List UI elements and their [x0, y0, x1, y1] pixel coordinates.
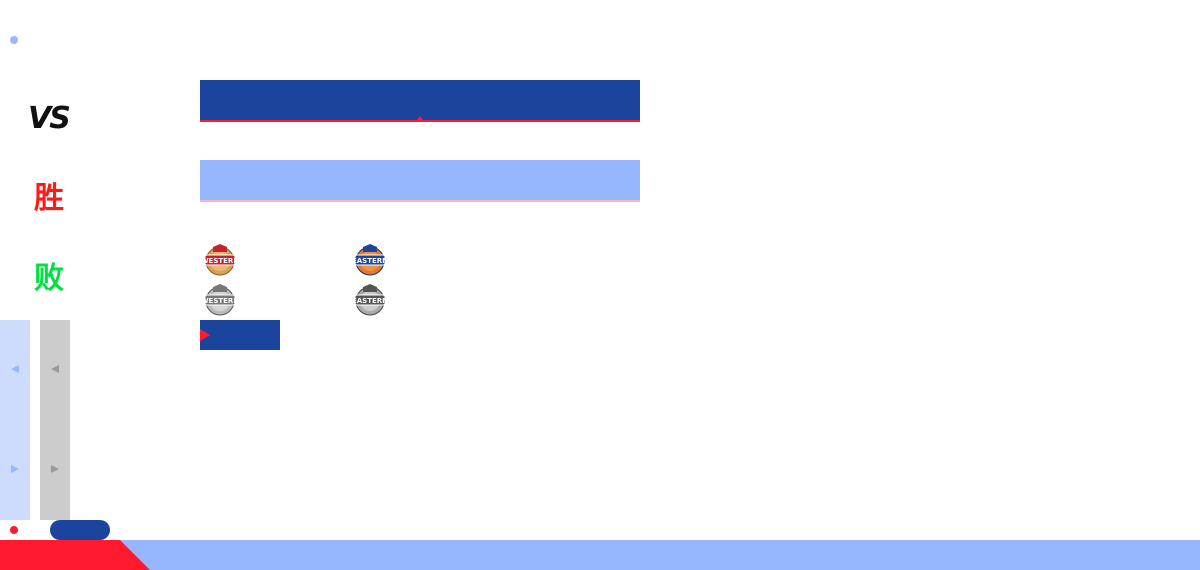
svg-text:WESTERN: WESTERN: [204, 297, 236, 305]
svg-text:EASTERN: EASTERN: [354, 297, 386, 305]
svg-text:WESTERN: WESTERN: [204, 257, 236, 265]
primary-header-bar: [200, 80, 640, 120]
scroll-down-icon[interactable]: [51, 465, 59, 473]
secondary-header-bar: [200, 160, 640, 200]
scroll-strip-gray[interactable]: [40, 320, 70, 520]
indicator-dot: [10, 36, 18, 44]
svg-text:EASTERN: EASTERN: [354, 257, 386, 265]
status-dot: [10, 526, 18, 534]
eastern-conference-logo: EASTERN: [354, 244, 386, 276]
scroll-up-icon[interactable]: [51, 365, 59, 373]
primary-header-underline: [200, 120, 640, 122]
scroll-up-icon[interactable]: [11, 365, 19, 373]
play-button[interactable]: [200, 320, 280, 350]
footer-bar: [0, 540, 1200, 570]
toggle-pill[interactable]: [50, 520, 110, 540]
lose-label: 败: [34, 261, 64, 296]
scroll-strip-blue[interactable]: [0, 320, 30, 520]
scroll-down-icon[interactable]: [11, 465, 19, 473]
vs-label: VS: [28, 101, 71, 136]
play-icon: [200, 329, 210, 341]
header-notch-icon: [417, 116, 423, 120]
win-label: 胜: [34, 181, 64, 216]
footer-bar-blue: [0, 540, 1200, 570]
eastern-conference-logo-gray: EASTERN: [354, 284, 386, 316]
western-conference-logo: WESTERN: [204, 244, 236, 276]
footer-bar-red: [0, 540, 150, 570]
western-conference-logo-gray: WESTERN: [204, 284, 236, 316]
secondary-header-underline: [200, 200, 640, 202]
